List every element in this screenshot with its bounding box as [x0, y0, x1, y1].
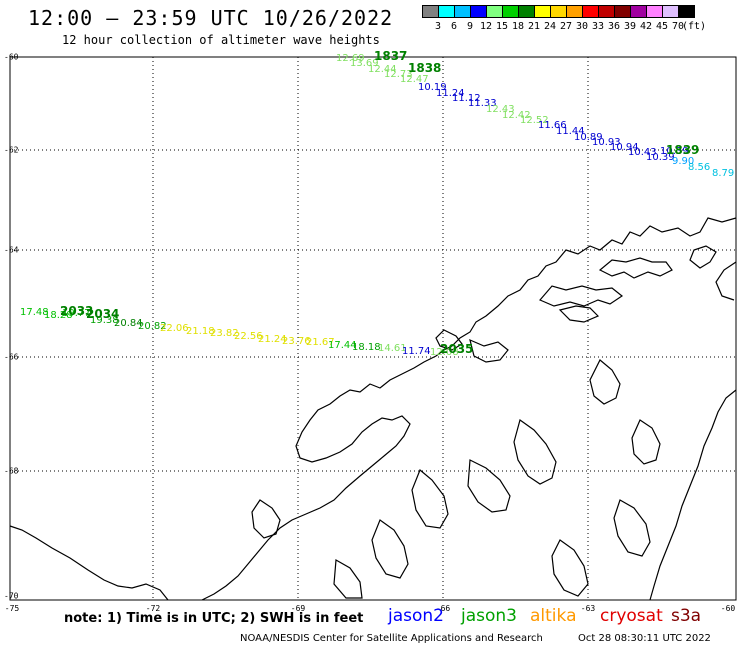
pass-id-label: 1837 — [374, 49, 407, 63]
wave-height-label: 12.69 — [336, 53, 365, 64]
pass-id-label: 1839 — [666, 143, 699, 157]
wave-height-label: 23.76 — [282, 336, 311, 347]
satellite-cryosat: cryosat — [600, 606, 663, 626]
legend-label: 6 — [450, 21, 458, 32]
legend-label: 36 — [607, 21, 621, 32]
legend-label: 45 — [655, 21, 669, 32]
wave-height-label: 13.69 — [350, 58, 379, 69]
wave-height-label: 11.74 — [402, 346, 431, 357]
wave-height-label: 8.79 — [712, 168, 734, 179]
wave-height-label: 22.06 — [160, 323, 189, 334]
wave-height-label: 10.39 — [646, 152, 675, 163]
wave-height-label: 18.28 — [44, 310, 73, 321]
legend-label: 30 — [575, 21, 589, 32]
wave-height-label: 9.90 — [672, 156, 694, 167]
wave-height-label: 17.44 — [328, 340, 357, 351]
wave-height-label: 11.12 — [452, 93, 481, 104]
legend-swatch — [678, 5, 695, 18]
wave-height-label: 21.24 — [258, 334, 287, 345]
wave-height-label: 20.82 — [138, 321, 167, 332]
wave-height-label: 21.18 — [186, 326, 215, 337]
wave-height-label: 11.24 — [436, 88, 465, 99]
satellite-altika: altika — [530, 606, 577, 626]
legend-label: 33 — [591, 21, 605, 32]
satellite-jason2: jason2 — [388, 606, 444, 626]
wave-height-label: 19.38 — [90, 315, 119, 326]
y-tick-label: -64 — [4, 245, 19, 255]
page-subtitle: 12 hour collection of altimeter wave hei… — [62, 33, 380, 47]
wave-height-label: 20.84 — [114, 318, 143, 329]
wave-height-label: 14.61 — [378, 343, 407, 354]
legend-label: 15 — [495, 21, 509, 32]
legend-label: 24 — [543, 21, 557, 32]
legend-label: 21 — [527, 21, 541, 32]
pass-id-label: 2035 — [440, 342, 473, 356]
wave-height-label: 17.48 — [20, 307, 49, 318]
wave-height-label: 8.56 — [688, 162, 710, 173]
wave-height-label: 10.89 — [574, 132, 603, 143]
x-tick-label: -63 — [580, 604, 596, 613]
track-1-wave-heights: 12.6913.6912.4412.7312.4710.1911.2411.12… — [336, 53, 734, 179]
wave-height-label: 12.73 — [384, 69, 413, 80]
satellite-s3a: s3a — [671, 606, 702, 626]
x-tick-label: -69 — [290, 604, 306, 613]
wave-height-label: 12.47 — [400, 74, 429, 85]
wave-height-label: 10.93 — [592, 137, 621, 148]
color-legend — [422, 5, 695, 18]
x-tick-label: -60 — [720, 604, 736, 613]
y-tick-label: -62 — [4, 145, 19, 155]
wave-height-label: 12.42 — [502, 110, 531, 121]
legend-label: 42 — [639, 21, 653, 32]
wave-height-label: 10.19 — [418, 82, 447, 93]
legend-label: 12 — [479, 21, 493, 32]
legend-label: 70 — [671, 21, 685, 32]
wave-height-label: 10.94 — [610, 142, 639, 153]
y-tick-label: -70 — [4, 591, 19, 601]
y-tick-label: -68 — [4, 466, 19, 476]
wave-height-label: 10.39 — [660, 146, 689, 157]
track-2-wave-heights: 17.4818.2819.7719.3820.8420.8222.0621.18… — [20, 307, 459, 358]
x-tick-label: -66 — [435, 604, 451, 613]
wave-height-label: 21.67 — [306, 337, 335, 348]
wave-height-label: 18.18 — [352, 342, 381, 353]
x-tick-label: -75 — [4, 604, 20, 613]
wave-height-label: 12.44 — [368, 64, 397, 75]
legend-label: 18 — [511, 21, 525, 32]
wave-height-label: 12.52 — [520, 115, 549, 126]
wave-height-label: 22.56 — [234, 331, 263, 342]
page-title: 12:00 – 23:59 UTC 10/26/2022 — [28, 6, 394, 30]
wave-height-label: 12.08 — [430, 347, 459, 358]
credit-text: NOAA/NESDIS Center for Satellite Applica… — [240, 633, 543, 644]
x-tick-label: -72 — [145, 604, 161, 613]
antarctic-coastline — [9, 217, 737, 601]
generated-timestamp: Oct 28 08:30:11 UTC 2022 — [578, 633, 711, 644]
wave-height-label: 11.66 — [538, 120, 567, 131]
wave-height-label: 19.77 — [62, 308, 91, 319]
wave-height-label: 11.33 — [468, 98, 497, 109]
y-tick-label: -66 — [4, 352, 19, 362]
legend-label: (ft) — [681, 21, 707, 32]
pass-id-label: 2034 — [86, 307, 119, 321]
legend-label: 3 — [434, 21, 442, 32]
wave-height-label: 23.82 — [210, 328, 239, 339]
legend-label: 39 — [623, 21, 637, 32]
legend-label: 9 — [466, 21, 474, 32]
wave-height-label: 12.43 — [486, 104, 515, 115]
footer-note: note: 1) Time is in UTC; 2) SWH is in fe… — [64, 611, 364, 626]
pass-id-label: 2033 — [60, 304, 93, 318]
map-frame — [9, 56, 737, 601]
satellite-jason3: jason3 — [461, 606, 517, 626]
y-tick-label: -60 — [4, 52, 19, 62]
pass-id-label: 1838 — [408, 61, 441, 75]
map-gridlines — [10, 57, 736, 600]
wave-height-label: 10.43 — [628, 147, 657, 158]
wave-height-label: 11.44 — [556, 126, 585, 137]
legend-label: 27 — [559, 21, 573, 32]
